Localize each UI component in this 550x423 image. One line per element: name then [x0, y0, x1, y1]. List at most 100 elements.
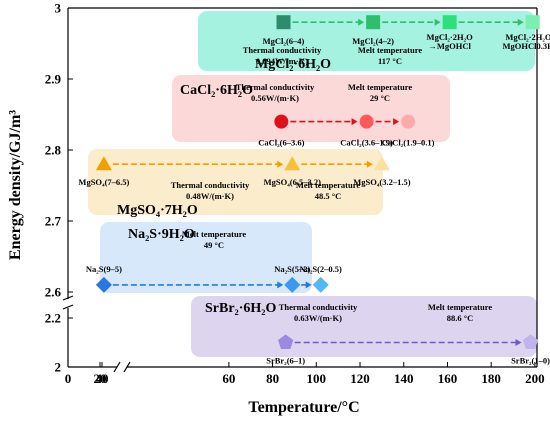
- point-label: MgSO₄(6.5–3.2): [264, 177, 321, 187]
- point-label: Na₂S(2–0.5): [299, 264, 342, 274]
- point-label: MgSO₄(7–6.5): [78, 177, 129, 187]
- y-tick-label: 2.9: [45, 72, 62, 87]
- y-tick-label: 2.8: [45, 143, 62, 158]
- x-axis-title: Temperature/°C: [248, 399, 359, 416]
- x-tick-label: 80: [266, 371, 279, 386]
- arrow-head: [277, 281, 284, 289]
- y-axis-title: Energy density/GJ/m³: [7, 110, 24, 260]
- data-point: [359, 114, 374, 129]
- point-label: Na₂S(9–5): [86, 264, 122, 274]
- series-4: [278, 334, 539, 349]
- point-label: Na₂S(5–2): [274, 264, 310, 274]
- arrow-head: [305, 281, 312, 289]
- data-point: [366, 15, 381, 30]
- point-label: MgCl₂(4–2): [352, 36, 394, 46]
- arrow-head: [366, 160, 373, 168]
- arrow-head: [358, 18, 365, 26]
- x-break-mark: [113, 361, 121, 373]
- annotation: Thermal conductivity: [279, 302, 358, 312]
- data-point: [401, 114, 416, 129]
- arrow-head: [277, 160, 284, 168]
- annotation: 88.6 °C: [447, 313, 474, 323]
- y-break-mark: [62, 295, 74, 301]
- y-tick-label: 2.2: [45, 311, 61, 326]
- point-label: MgCl₂(6–4): [263, 36, 305, 46]
- x-tick-label: 60: [222, 371, 235, 386]
- box-1: [172, 75, 450, 142]
- arrow-head: [434, 18, 441, 26]
- series-2: [95, 156, 390, 171]
- data-point: [274, 114, 289, 129]
- series-3: [95, 276, 329, 293]
- annotation: Melt temperature: [182, 229, 246, 239]
- x-tick-label: 20: [94, 371, 107, 386]
- x-tick-label: 180: [481, 371, 501, 386]
- point-label: MgSO₄(3.2–1.5): [353, 177, 410, 187]
- group-title: CaCl₂·6H₂O: [180, 83, 253, 98]
- data-point: [95, 156, 112, 171]
- annotation: 0.48W/(m·K): [186, 191, 234, 201]
- box-2: [88, 149, 383, 215]
- x-tick-label: 120: [350, 371, 370, 386]
- group-title: SrBr₂·6H₂O: [205, 301, 277, 316]
- point-label: SrBr₂(1–0): [511, 356, 550, 366]
- y-tick-label: 2.6: [45, 285, 62, 300]
- x-break-mark: [123, 361, 131, 373]
- y-break-mark: [62, 304, 74, 310]
- box-3: [100, 222, 312, 293]
- material-boxes: [88, 11, 537, 357]
- y-tick-label: 2.7: [45, 214, 62, 229]
- annotation: Melt temperature: [296, 180, 360, 190]
- arrow-head: [393, 118, 400, 126]
- point-label: SrBr₂(6–1): [266, 356, 305, 366]
- data-point: [525, 15, 540, 30]
- data-point: [373, 156, 390, 171]
- point-label: CaCl₂(3.6–1.9): [340, 138, 393, 148]
- x-tick-label: 140: [394, 371, 414, 386]
- annotation: Thermal conductivity: [236, 82, 315, 92]
- group-title: MgCl₂·6H₂O: [255, 57, 331, 72]
- point-label: MgCl₂·2H₂O: [427, 32, 474, 42]
- arrow-head: [351, 118, 358, 126]
- point-label: →MgOHCl: [428, 41, 471, 51]
- data-point: [95, 276, 112, 293]
- arrow-head: [517, 18, 524, 26]
- data-point: [284, 276, 301, 293]
- annotation: Thermal conductivity: [171, 180, 250, 190]
- annotation: 29 °C: [370, 93, 390, 103]
- annotation: Melt temperature: [358, 45, 422, 55]
- annotation: 0.694W/(m·K): [256, 56, 308, 66]
- annotation: Melt temperature: [348, 82, 412, 92]
- annotation: 49 °C: [204, 240, 224, 250]
- y-tick-label: 2: [55, 360, 62, 375]
- group-title: MgSO₄·7H₂O: [117, 203, 198, 218]
- x-tick-label: 40: [96, 371, 109, 386]
- annotation: 0.56W/(m·K): [251, 93, 299, 103]
- x-tick-label: 200: [525, 371, 545, 386]
- annotation: Thermal conductivity: [243, 45, 322, 55]
- arrow-head: [515, 339, 522, 346]
- data-point: [312, 276, 329, 293]
- point-label: CaCl₂(1.9–0.1): [382, 138, 435, 148]
- annotation: 0.63W/(m·K): [294, 313, 342, 323]
- data-point: [276, 15, 291, 30]
- x-tick-label: 160: [438, 371, 458, 386]
- annotation: 48.5 °C: [315, 191, 342, 201]
- data-point: [284, 156, 301, 171]
- series-1: [274, 114, 416, 129]
- group-title: Na₂S·9H₂O: [128, 227, 195, 242]
- point-label: MgOHCl0.3H₂O: [503, 41, 550, 51]
- data-point: [278, 334, 294, 349]
- x-tick-label: 100: [307, 371, 327, 386]
- series-0: [276, 15, 540, 30]
- point-label: MgCl₂·2H₂O→: [505, 32, 550, 42]
- point-label: CaCl₂(6–3.6): [258, 138, 304, 148]
- x-tick-label: 0: [65, 371, 72, 386]
- data-point: [442, 15, 457, 30]
- y-tick-label: 3: [55, 1, 62, 16]
- data-point: [522, 334, 539, 349]
- series-layer: [95, 15, 540, 349]
- annotation: 117 °C: [378, 56, 402, 66]
